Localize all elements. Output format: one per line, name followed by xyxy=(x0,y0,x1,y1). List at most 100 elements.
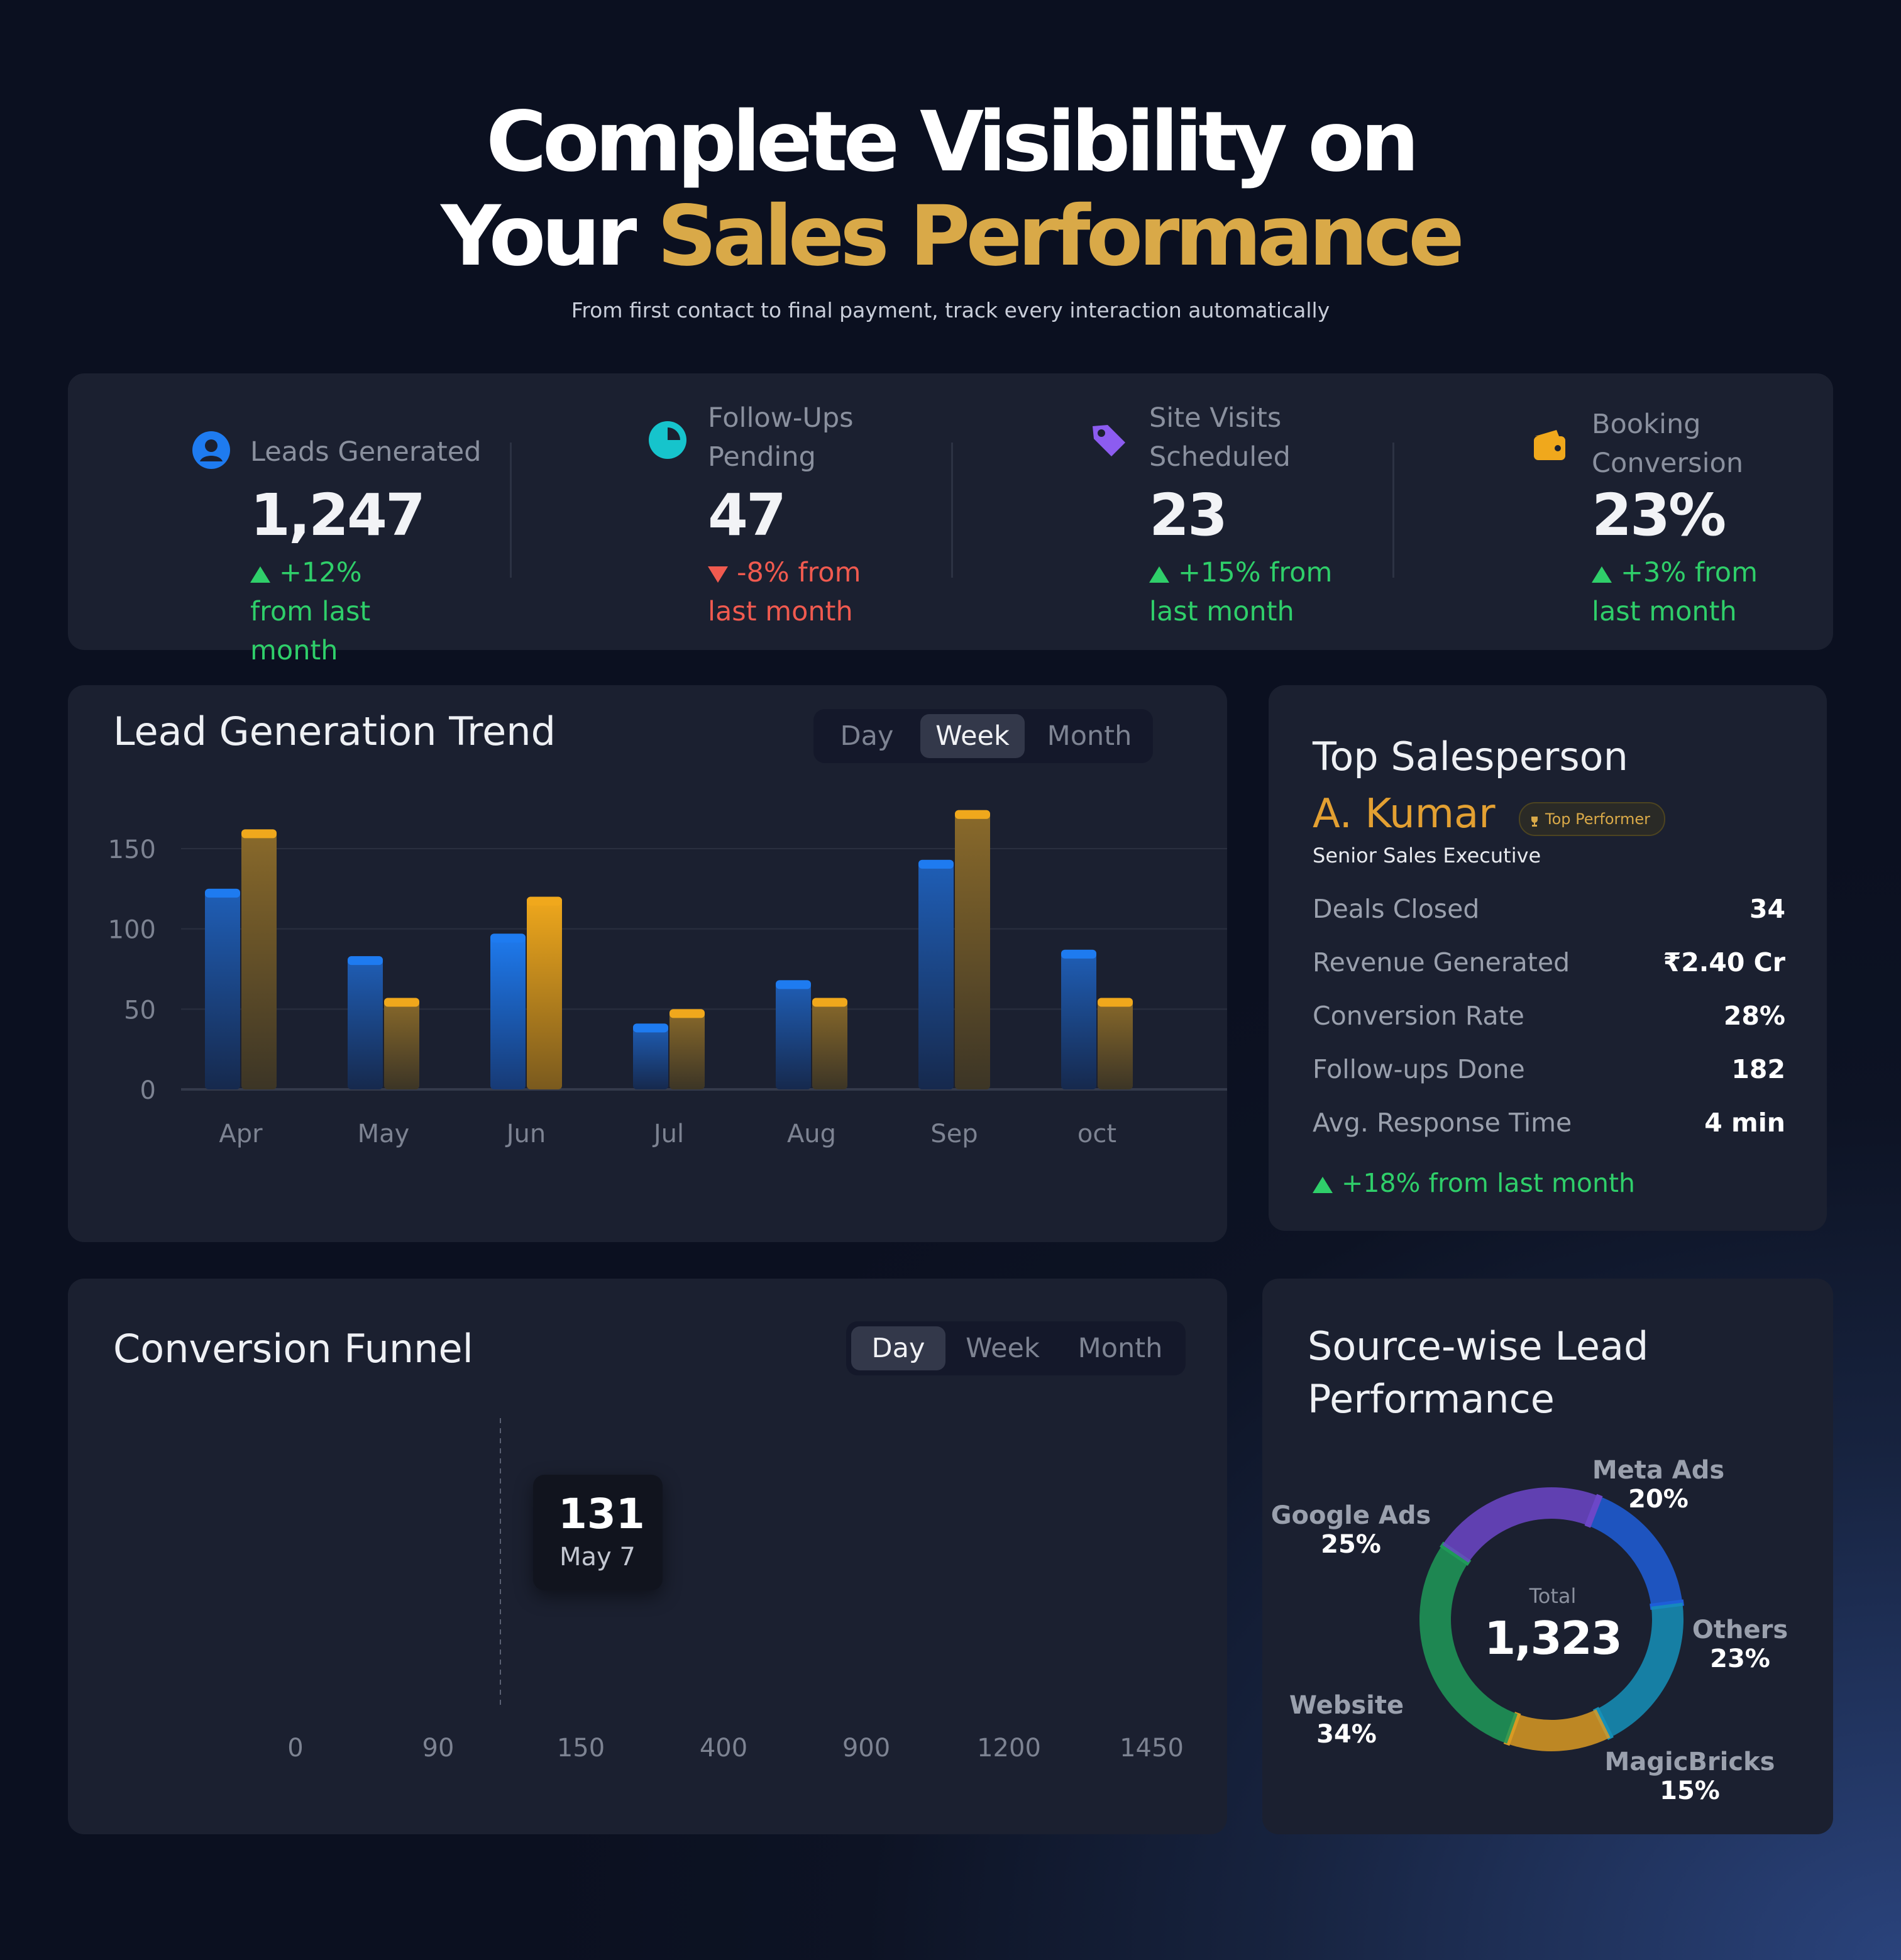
source-performance-title: Source-wise Lead Performance xyxy=(1308,1323,1649,1422)
trend-up-icon xyxy=(1313,1177,1333,1193)
funnel-tooltip: 131 May 7 xyxy=(533,1475,663,1590)
bar-blue xyxy=(776,980,811,1089)
y-tick-label: 150 xyxy=(108,835,156,864)
tab-week[interactable]: Week xyxy=(966,1333,1040,1364)
lead-trend-title: Lead Generation Trend xyxy=(113,708,556,754)
stat-row: Follow-ups Done 182 xyxy=(1313,1050,1785,1088)
bar-gold-cap xyxy=(955,810,990,819)
kpi-label-leads: Leads Generated xyxy=(250,436,482,468)
salesperson-name: A. Kumar xyxy=(1313,791,1496,837)
x-tick-label: 90 xyxy=(422,1734,455,1763)
stat-label: Follow-ups Done xyxy=(1313,1054,1525,1084)
slice-percent: 15% xyxy=(1660,1776,1720,1805)
x-tick-label: Apr xyxy=(219,1120,263,1148)
source-performance-card: Source-wise Lead Performance Total 1,323… xyxy=(1262,1279,1833,1834)
bar-gold xyxy=(384,998,419,1089)
donut-hole xyxy=(1452,1520,1651,1719)
hero-title-accent: Sales Performance xyxy=(657,188,1464,285)
donut-slice-edge xyxy=(1584,1494,1603,1528)
bar-gold xyxy=(955,810,990,1089)
x-tick-label: Aug xyxy=(787,1120,836,1148)
x-tick-label: 900 xyxy=(842,1734,890,1763)
bar-gold-cap xyxy=(527,896,562,906)
donut-slice xyxy=(1587,1496,1683,1607)
kpi-divider xyxy=(510,443,512,578)
donut-label-magicbricks: MagicBricks 15% xyxy=(1595,1748,1784,1805)
kpi-delta-text: +15% from last month xyxy=(1149,557,1333,627)
x-tick-label: May xyxy=(358,1120,410,1148)
kpi-value-sitevisits: 23 xyxy=(1149,482,1228,549)
bar-blue-cap xyxy=(1061,949,1096,959)
x-tick-label: 400 xyxy=(700,1734,747,1763)
hero-title-line1: Complete Visibility on xyxy=(486,94,1419,190)
stat-label: Revenue Generated xyxy=(1313,947,1570,977)
slice-percent: 25% xyxy=(1321,1530,1381,1559)
stat-row: Conversion Rate 28% xyxy=(1313,997,1785,1035)
kpi-delta-leads: +12% from last month xyxy=(250,553,433,670)
tab-week[interactable]: Week xyxy=(920,714,1025,758)
bar-blue-cap xyxy=(776,980,811,989)
user-icon xyxy=(191,430,231,470)
kpi-divider xyxy=(951,443,953,578)
bar-blue-cap xyxy=(490,933,526,943)
top-salesperson-title: Top Salesperson xyxy=(1313,734,1628,779)
lead-trend-card: Lead Generation Trend Day Week Month 0 50… xyxy=(68,685,1227,1242)
y-tick-label: 50 xyxy=(124,996,156,1025)
stat-label: Deals Closed xyxy=(1313,894,1480,924)
kpi-label-booking: Booking Conversion xyxy=(1592,409,1744,479)
donut-slice xyxy=(1596,1602,1683,1738)
kpi-delta-text: -8% from last month xyxy=(708,557,861,627)
kpi-label-followups: Follow-Ups Pending xyxy=(708,402,854,473)
x-tick-label: 1200 xyxy=(977,1734,1041,1763)
kpi-value-leads: 1,247 xyxy=(250,482,426,549)
source-donut-chart xyxy=(1419,1487,1684,1751)
stat-value: 34 xyxy=(1749,894,1785,924)
bar-blue-cap xyxy=(205,888,240,898)
kpi-delta-text: +12% from last month xyxy=(250,557,371,666)
stat-row: Revenue Generated ₹2.40 Cr xyxy=(1313,944,1785,981)
stat-value: ₹2.40 Cr xyxy=(1663,947,1785,977)
conversion-funnel-line-chart: BookingsSiteVisitsQualifiedLeads09015040… xyxy=(287,1418,1184,1763)
bar-gold xyxy=(1098,998,1133,1089)
bar-blue xyxy=(348,956,383,1089)
bar-gold xyxy=(812,998,847,1089)
kpi-strip: Leads Generated 1,247 +12% from last mon… xyxy=(68,373,1833,666)
tab-month[interactable]: Month xyxy=(1047,720,1132,752)
slice-name: Google Ads xyxy=(1270,1501,1431,1530)
bar-gold xyxy=(669,1009,705,1089)
hero-title-plain: Your xyxy=(441,188,658,285)
donut-total-value: 1,323 xyxy=(1484,1612,1623,1665)
y-tick-label: 100 xyxy=(108,916,156,945)
stat-value: 28% xyxy=(1723,1001,1785,1031)
tag-icon xyxy=(1089,420,1129,460)
hero-subtitle: From first contact to final payment, tra… xyxy=(571,298,1330,322)
x-tick-label: 1450 xyxy=(1120,1734,1184,1763)
tab-day[interactable]: Day xyxy=(851,1326,945,1370)
donut-label-meta-ads: Meta Ads 20% xyxy=(1583,1456,1734,1514)
donut-slice xyxy=(1419,1544,1518,1744)
lead-trend-period-toggle: Day Week Month xyxy=(813,709,1153,763)
top-performer-badge: Top Performer xyxy=(1519,802,1665,836)
bar-gold-cap xyxy=(1098,998,1133,1007)
tab-day[interactable]: Day xyxy=(840,720,894,752)
tab-month[interactable]: Month xyxy=(1077,1333,1163,1364)
kpi-divider xyxy=(1392,443,1394,578)
conversion-funnel-title: Conversion Funnel xyxy=(113,1326,473,1372)
kpi-delta-booking: +3% from last month xyxy=(1592,553,1774,631)
bar-gold xyxy=(527,896,562,1089)
trend-up-icon xyxy=(1149,566,1169,583)
donut-label-website: Website 34% xyxy=(1277,1691,1416,1749)
slice-name: MagicBricks xyxy=(1604,1748,1775,1776)
slice-percent: 34% xyxy=(1316,1720,1377,1749)
salesperson-delta-text: +18% from last month xyxy=(1342,1168,1636,1198)
stat-value: 182 xyxy=(1731,1054,1785,1084)
kpi-delta-sitevisits: +15% from last month xyxy=(1149,553,1338,631)
bar-blue-cap xyxy=(348,956,383,966)
kpi-value-followups: 47 xyxy=(708,482,786,549)
salesperson-role: Senior Sales Executive xyxy=(1313,844,1541,867)
lead-trend-bar-chart: 0 50 100 150 Apr May Jun Jul Aug Sep oct xyxy=(108,810,1227,1148)
funnel-period-toggle: Day Week Month xyxy=(846,1321,1186,1375)
stat-label: Conversion Rate xyxy=(1313,1001,1524,1031)
donut-label-google-ads: Google Ads 25% xyxy=(1266,1501,1436,1559)
kpi-delta-followups: -8% from last month xyxy=(708,553,890,631)
